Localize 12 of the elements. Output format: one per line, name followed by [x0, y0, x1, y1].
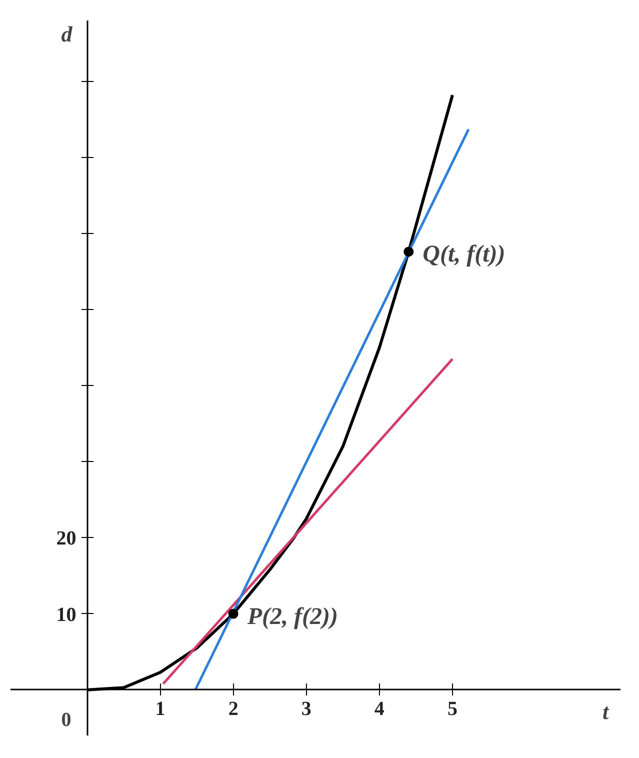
x-tick-label: 2 — [228, 698, 238, 720]
x-axis-title: t — [602, 698, 610, 724]
x-tick-label: 1 — [155, 698, 166, 720]
x-tick-label: 5 — [447, 698, 458, 720]
x-tick-label: 4 — [374, 698, 384, 720]
annotation: P(2, f(2)) — [246, 604, 338, 630]
x-tick-label: 3 — [301, 698, 312, 720]
y-axis-title: d — [61, 22, 74, 46]
annotation: Q(t, f(t)) — [422, 242, 506, 268]
y-tick-label: 20 — [56, 528, 76, 550]
annotation: 0 — [61, 708, 72, 731]
y-tick-label: 10 — [56, 604, 76, 626]
